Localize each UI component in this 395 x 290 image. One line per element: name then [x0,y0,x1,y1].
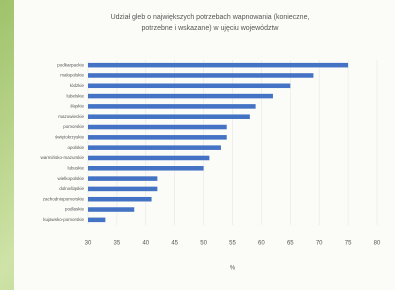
y-tick-label: lubelskie [66,93,84,98]
x-tick-label: 55 [229,241,236,247]
y-tick-label: warmińsko-mazurskie [40,155,84,160]
bar [88,187,157,192]
x-tick-label: 30 [85,241,92,247]
bar [88,84,290,89]
x-tick-label: 60 [258,241,265,247]
x-tick-label: 45 [171,241,178,247]
x-tick-label: 40 [142,241,149,247]
y-tick-label: wielkopolskie [57,176,84,181]
y-tick-label: podlaskie [65,207,85,212]
x-axis-label: % [230,266,236,272]
bar [88,166,204,171]
y-tick-label: opolskie [67,145,84,150]
bar [88,207,134,212]
x-tick-label: 70 [316,241,323,247]
chart: 30 35 40 45 50 55 60 65 70 75 80% podkarpackie małop… [0,0,395,290]
y-tick-label: zachodniopomorskie [43,196,85,201]
y-tick-label: śląskie [70,104,84,109]
x-tick-label: 65 [287,241,294,247]
bar [88,218,105,223]
page: {"chart_data": {"type": "bar", "orientat… [0,0,395,290]
bar [88,145,221,150]
y-tick-label: lubuskie [67,165,84,170]
bar [88,94,273,99]
bar [88,63,348,68]
bar [88,104,256,109]
bar [88,176,157,181]
y-tick-label: dolnośląskie [59,186,84,191]
bar [88,197,152,202]
y-tick-label: podkarpackie [57,62,84,67]
bar [88,114,250,119]
bar [88,135,227,140]
bar [88,125,227,130]
y-tick-label: małopolskie [60,73,84,78]
y-tick-label: łódzkie [70,83,85,88]
x-tick-label: 75 [345,241,352,247]
bar [88,156,209,161]
y-tick-label: świętokrzyskie [55,135,85,140]
y-tick-label: pomorskie [63,124,84,129]
x-tick-label: 80 [374,241,381,247]
bar [88,73,313,78]
x-tick-label: 35 [114,241,121,247]
x-tick-label: 50 [200,241,207,247]
y-tick-label: kujawsko-pomorskie [43,217,84,222]
y-tick-label: mazowieckie [58,114,84,119]
